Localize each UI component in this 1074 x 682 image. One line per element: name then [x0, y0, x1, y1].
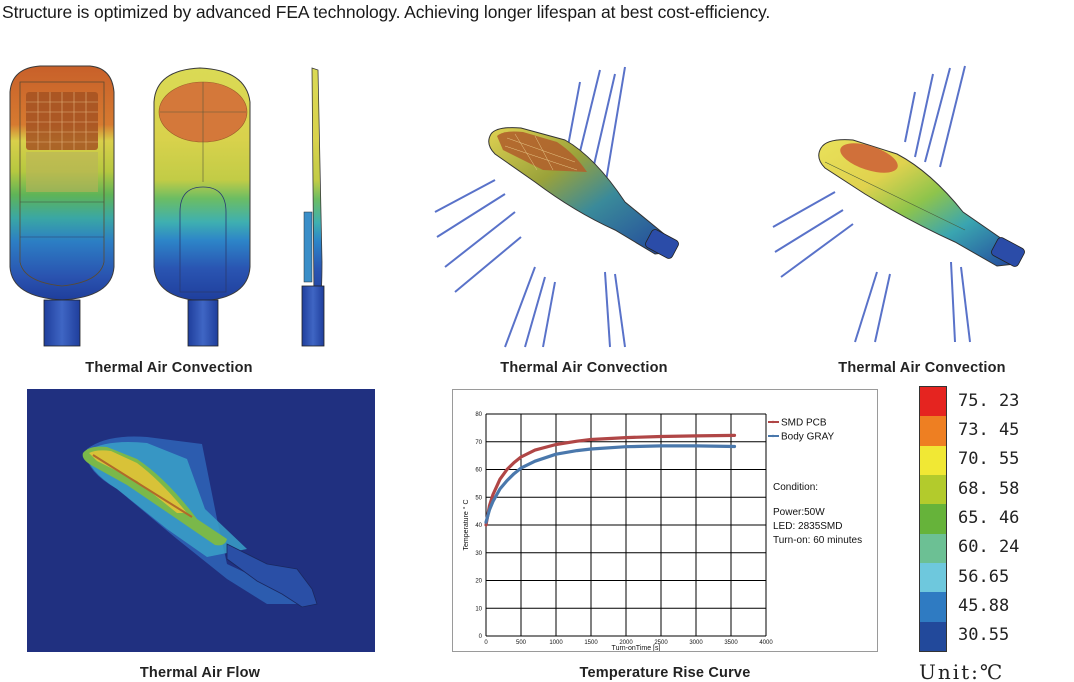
scale-swatch	[920, 563, 946, 593]
x-tick-label: 3500	[724, 640, 738, 646]
scale-value: 73. 45	[958, 420, 1020, 440]
page-headline: Structure is optimized by advanced FEA t…	[2, 2, 771, 22]
scale-value: 60. 24	[958, 537, 1020, 558]
x-tick-label: 500	[516, 640, 527, 646]
scale-value: 68. 58	[958, 478, 1020, 499]
series-line-0	[484, 433, 737, 527]
air-flow-view	[27, 389, 375, 652]
y-tick-label: 30	[475, 551, 482, 557]
temperature-rise-chart: 0 500 1000 1500 2000 2500 3000 3500 4000 0 10 20 30 4…	[462, 412, 834, 652]
scale-value: 70. 55	[958, 449, 1020, 470]
scale-swatch	[920, 504, 946, 535]
legend-marker-0	[771, 420, 775, 424]
temperature-chart-frame: 0 500 1000 1500 2000 2500 3000 3500 4000 0 10 20 30 4…	[452, 389, 878, 652]
scale-value: 45.88	[958, 596, 1010, 616]
scale-swatch	[920, 445, 946, 476]
y-tick-label: 40	[475, 523, 482, 529]
caption-fea-views: Thermal Air Convection	[85, 360, 253, 376]
legend-marker-1	[771, 434, 775, 438]
convection-view-a	[434, 66, 679, 348]
condition-turn-on: Turn-on: 60 minutes	[773, 535, 863, 546]
scale-value: 75. 23	[958, 390, 1020, 411]
y-tick-label: 60	[475, 468, 482, 474]
x-tick-label: 1000	[549, 640, 563, 646]
scale-value: 30.55	[958, 625, 1010, 646]
caption-convection-b: Thermal Air Convection	[838, 360, 1006, 376]
scale-swatch	[920, 475, 946, 505]
x-tick-label: 1500	[584, 640, 598, 646]
x-tick-label: 4000	[759, 640, 773, 646]
legend-label-1: Body GRAY	[781, 432, 834, 443]
scale-swatch	[920, 621, 946, 652]
scale-swatch	[920, 416, 946, 447]
y-tick-label: 70	[475, 440, 482, 446]
caption-air-flow: Thermal Air Flow	[139, 665, 261, 681]
y-axis-label: Temperature ° C	[462, 499, 470, 550]
condition-power: Power:50W	[773, 507, 825, 518]
y-tick-label: 0	[479, 634, 483, 640]
scale-swatch	[920, 387, 946, 417]
y-tick-label: 10	[475, 606, 482, 612]
x-axis-label: Turn-onTime [s]	[612, 645, 661, 651]
scale-value: 56.65	[958, 566, 1010, 587]
caption-convection-a: Thermal Air Convection	[500, 360, 668, 376]
x-tick-label: 2000	[619, 640, 633, 646]
condition-title: Condition:	[773, 482, 819, 493]
scale-swatch	[920, 592, 946, 623]
legend-label-0: SMD PCB	[781, 418, 827, 429]
x-tick-label: 3000	[689, 640, 703, 646]
x-tick-label: 2500	[654, 640, 668, 646]
fea-lamp-views	[9, 65, 325, 347]
scale-value: 65. 46	[958, 508, 1020, 528]
caption-rise-curve: Temperature Rise Curve	[579, 665, 751, 681]
temperature-color-scale	[919, 386, 947, 652]
y-tick-label: 50	[475, 495, 482, 501]
scale-swatch	[920, 533, 946, 564]
scale-unit: Unit:℃	[919, 660, 1005, 682]
series-line-1	[484, 444, 737, 524]
x-tick-label: 0	[484, 640, 488, 646]
convection-view-b	[772, 65, 1025, 343]
y-tick-label: 20	[475, 579, 482, 585]
condition-led: LED: 2835SMD	[773, 521, 843, 532]
y-tick-label: 80	[475, 412, 482, 418]
